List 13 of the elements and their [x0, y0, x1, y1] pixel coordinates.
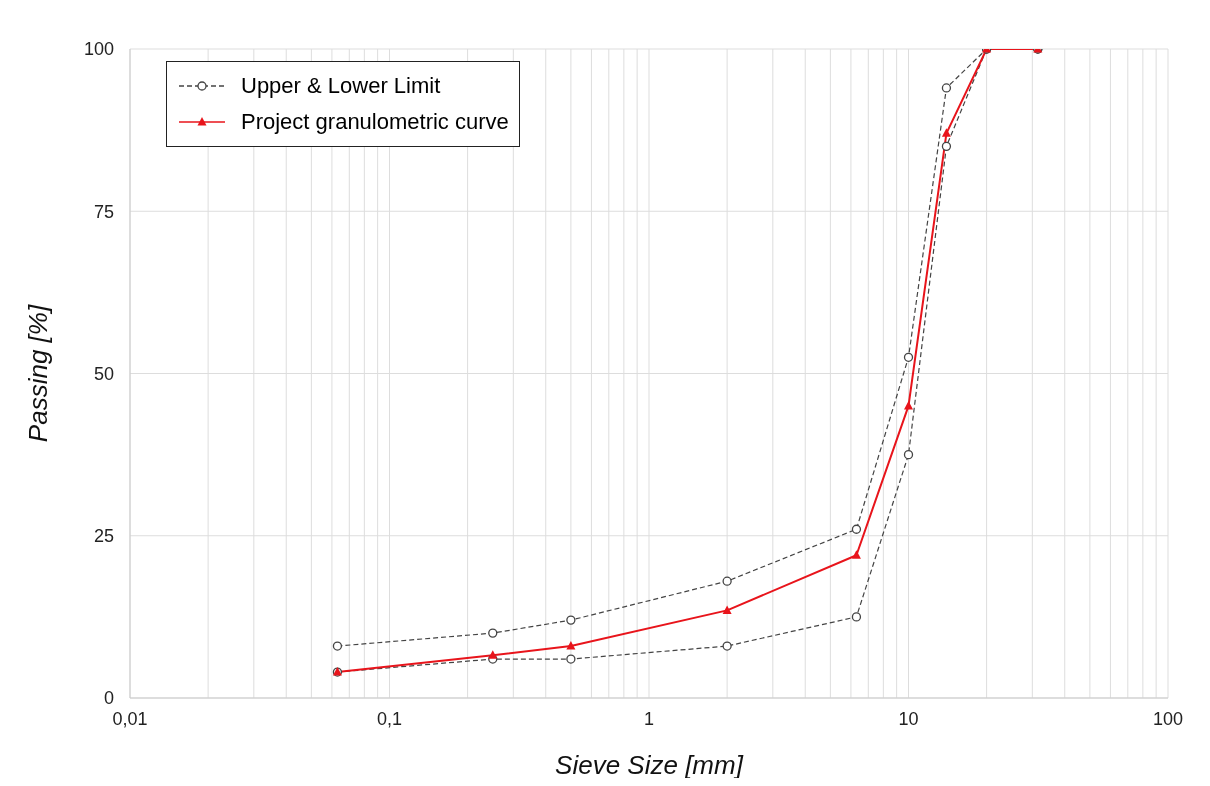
- y-tick-label: 0: [103, 688, 114, 709]
- y-tick-label: 75: [93, 201, 114, 222]
- legend-label: Project granulometric curve: [241, 109, 509, 135]
- x-tick-label: 0,01: [112, 708, 148, 729]
- x-tick-label: 0,1: [376, 708, 403, 729]
- x-tick-label: 100: [1152, 708, 1184, 729]
- x-tick-label: 10: [898, 708, 919, 729]
- x-tick-label: 1: [643, 708, 655, 729]
- legend-label: Upper & Lower Limit: [241, 73, 441, 99]
- y-axis-title: Passing [%]: [23, 304, 54, 443]
- y-tick-label: 100: [83, 39, 114, 60]
- y-tick-label: 25: [93, 526, 114, 547]
- y-tick-label: 50: [93, 363, 114, 384]
